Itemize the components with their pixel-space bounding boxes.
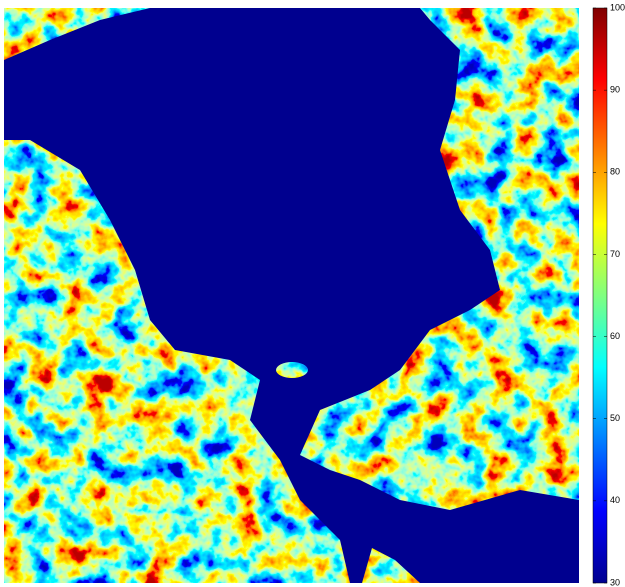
colorbar-tick-label: 90 (610, 85, 620, 95)
colorbar-tick-label: 50 (610, 413, 620, 423)
colorbar-tick-label: 40 (610, 495, 620, 505)
colorbar-tick-label: 30 (610, 577, 620, 587)
colorbar-tick-label: 60 (610, 331, 620, 341)
colorbar-tick-label: 70 (610, 249, 620, 259)
figure: 30 40 50 60 70 80 90 100 (0, 0, 625, 587)
colorbar-tick-label: 80 (610, 167, 620, 177)
colorbar-tick-label: 100 (610, 2, 625, 12)
raster-image (4, 8, 579, 583)
colorbar (593, 8, 607, 583)
